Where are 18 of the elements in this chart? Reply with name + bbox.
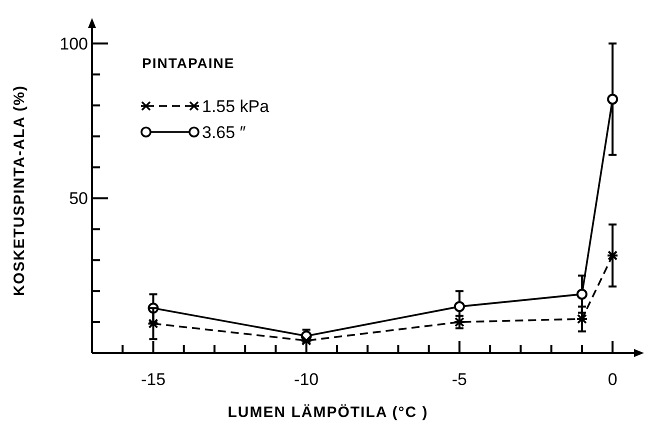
legend-label: 3.65 ″ [202,122,246,142]
point [607,94,618,105]
x-tick-label: -15 [140,370,166,389]
point [576,288,588,300]
point [576,314,588,324]
point [147,318,160,329]
point [454,301,465,312]
x-tick-label: -5 [452,370,468,389]
y-tick-label: 50 [69,189,88,208]
legend-title: PINTAPAINE [142,55,235,71]
x-axis-title: LUMEN LÄMPÖTILA (°C ) [228,404,428,421]
x-tick-label: 0 [608,370,618,389]
x-tick-label: -10 [294,370,319,389]
point [300,336,312,346]
point [606,250,619,260]
y-tick-label: 100 [60,34,88,54]
legend-label: 1.55 kPa [202,96,270,116]
y-axis-title: KOSKETUSPINTA-ALA (%) [11,85,28,296]
